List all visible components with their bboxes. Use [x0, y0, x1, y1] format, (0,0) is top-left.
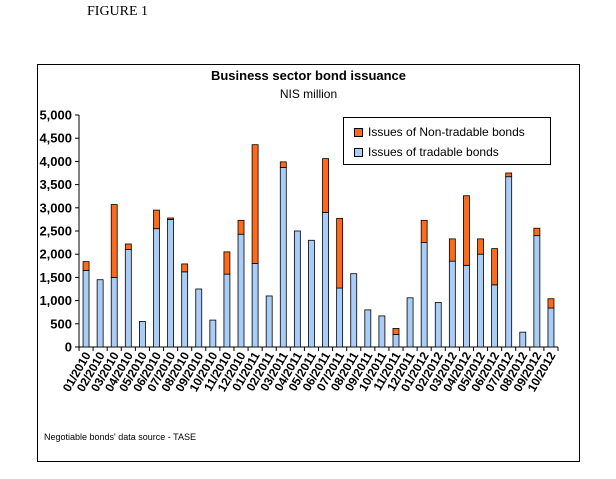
bar-tradable: [491, 284, 499, 348]
bar-tradable: [392, 334, 400, 348]
y-tick-label: 0: [65, 340, 72, 355]
chart-title: Business sector bond issuance: [210, 68, 407, 83]
bar-non-tradable: [110, 204, 118, 278]
y-tick-label: 1,000: [39, 293, 72, 308]
legend-swatch-tradable: [354, 147, 363, 157]
bar-tradable: [322, 212, 329, 348]
y-tick-label: 2,500: [39, 224, 72, 239]
bar-tradable: [237, 233, 245, 348]
bar-tradable: [153, 228, 160, 348]
bar-non-tradable: [448, 238, 456, 262]
y-tick-label: 500: [50, 316, 72, 331]
bar-tradable: [547, 307, 555, 348]
bar-tradable: [364, 309, 372, 348]
bar-non-tradable: [223, 251, 231, 275]
bar-tradable: [251, 263, 259, 348]
y-tick-label: 4,000: [39, 154, 72, 169]
bar-tradable: [463, 264, 470, 348]
y-tick-label: 3,000: [39, 200, 72, 215]
bar-tradable: [477, 253, 484, 348]
bar-tradable: [505, 176, 513, 348]
bar-non-tradable: [237, 219, 245, 235]
bar-non-tradable: [82, 261, 90, 271]
figure-label: FIGURE 1: [87, 4, 149, 19]
bar-non-tradable: [153, 209, 160, 230]
y-tick-label: 1,500: [39, 270, 72, 285]
legend-swatch-non-tradable: [354, 127, 363, 137]
bar-non-tradable: [477, 238, 484, 255]
legend-item-tradable: Issues of tradable bonds: [354, 144, 499, 160]
bar-non-tradable: [533, 227, 541, 237]
legend-label-tradable: Issues of tradable bonds: [368, 145, 499, 159]
bar-tradable: [533, 235, 541, 348]
bar-tradable: [195, 288, 203, 348]
y-tick-label: 3,500: [39, 177, 72, 192]
bar-non-tradable: [167, 217, 174, 220]
bar-tradable: [293, 230, 301, 348]
bar-tradable: [420, 242, 428, 348]
bar-tradable: [434, 302, 442, 348]
bar-tradable: [378, 315, 386, 348]
bar-non-tradable: [547, 298, 555, 309]
bar-non-tradable: [420, 219, 428, 244]
chart-legend: Issues of Non-tradable bonds Issues of t…: [343, 117, 551, 165]
bar-non-tradable: [491, 248, 499, 286]
bar-tradable: [519, 331, 527, 348]
bar-tradable: [209, 319, 217, 348]
bar-non-tradable: [336, 218, 344, 289]
bar-tradable: [406, 297, 414, 348]
bar-tradable: [265, 295, 273, 348]
bar-tradable: [279, 167, 287, 348]
bar-tradable: [124, 249, 132, 348]
bar-tradable: [96, 279, 104, 348]
bar-non-tradable: [505, 172, 513, 178]
bar-tradable: [223, 273, 231, 348]
bar-tradable: [138, 321, 146, 348]
bar-tradable: [336, 287, 344, 348]
bar-tradable: [82, 270, 90, 348]
bar-tradable: [110, 276, 118, 348]
bar-tradable: [181, 271, 189, 348]
bar-non-tradable: [251, 144, 259, 264]
chart-subtitle: NIS million: [279, 87, 338, 101]
bar-non-tradable: [463, 195, 470, 266]
legend-item-non-tradable: Issues of Non-tradable bonds: [354, 124, 525, 140]
bar-non-tradable: [279, 161, 287, 168]
bar-non-tradable: [181, 263, 189, 273]
bar-non-tradable: [392, 328, 400, 335]
bar-tradable: [448, 260, 456, 348]
bar-non-tradable: [322, 158, 329, 213]
y-tick-label: 4,500: [39, 131, 72, 146]
bar-non-tradable: [124, 243, 132, 250]
source-note: Negotiable bonds' data source - TASE: [44, 432, 196, 442]
legend-label-non-tradable: Issues of Non-tradable bonds: [368, 125, 525, 139]
bar-tradable: [167, 218, 174, 348]
bar-tradable: [308, 239, 315, 348]
bar-tradable: [350, 273, 358, 348]
y-tick-label: 2,000: [39, 247, 72, 262]
y-tick-label: 5,000: [39, 108, 72, 123]
